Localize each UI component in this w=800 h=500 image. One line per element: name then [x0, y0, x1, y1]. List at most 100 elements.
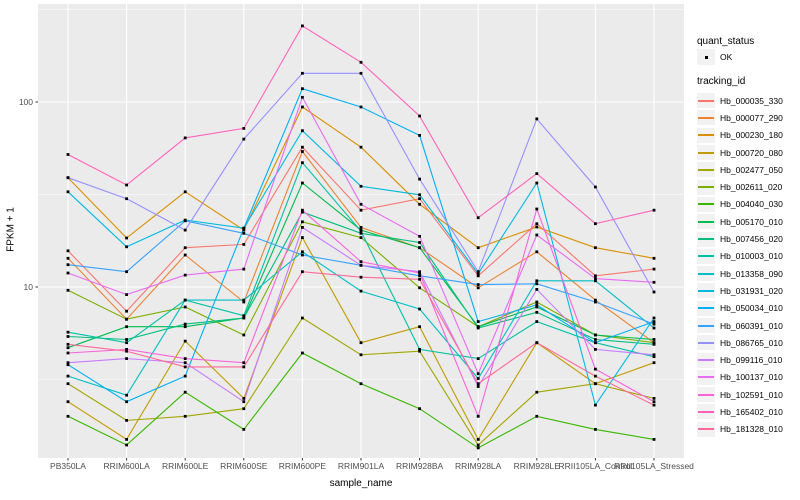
legend-item-Hb_100137_010: Hb_100137_010: [697, 369, 783, 386]
x-tick-label: PB350LA: [50, 461, 86, 471]
data-point: [183, 305, 187, 309]
data-point: [125, 236, 128, 240]
legend-item-label: Hb_013358_090: [720, 268, 783, 279]
data-point: [476, 286, 480, 290]
legend-item-Hb_005170_010: Hb_005170_010: [697, 213, 783, 230]
series-color-swatch: [698, 168, 714, 171]
data-point: [359, 353, 363, 357]
data-point: [66, 374, 70, 378]
legend-item-Hb_000230_180: Hb_000230_180: [697, 127, 783, 144]
data-point: [652, 342, 656, 346]
data-point: [183, 322, 187, 326]
data-point: [183, 190, 187, 194]
data-point: [301, 87, 304, 91]
data-point: [125, 341, 128, 345]
data-point: [652, 353, 656, 357]
legend-key-box: [697, 93, 715, 109]
data-point: [242, 397, 246, 400]
y-tick-label: 100: [19, 97, 33, 107]
legend-key-box: [697, 387, 715, 403]
data-point: [301, 210, 304, 214]
data-point: [535, 117, 539, 121]
data-point: [359, 60, 363, 64]
data-point: [66, 288, 70, 292]
data-point: [359, 145, 363, 149]
data-point: [359, 260, 363, 264]
data-point: [476, 246, 480, 250]
data-point: [66, 153, 70, 156]
series-color-swatch: [698, 272, 714, 275]
legend-item-Hb_000035_330: Hb_000035_330: [697, 92, 783, 109]
data-point: [301, 220, 304, 224]
data-point: [125, 419, 128, 422]
data-point: [66, 361, 70, 365]
data-point: [476, 326, 480, 330]
data-point: [125, 348, 128, 351]
data-point: [652, 403, 656, 407]
data-point: [594, 382, 597, 386]
data-point: [535, 414, 539, 418]
series-color-swatch: [698, 238, 714, 241]
data-point: [125, 325, 128, 329]
y-axis-title: FPKM + 1: [5, 207, 17, 252]
legend-title-tracking-id: tracking_id: [697, 76, 746, 87]
data-point: [418, 197, 421, 201]
legend-item-label: Hb_002477_050: [720, 164, 783, 175]
data-point: [359, 236, 363, 239]
data-point: [652, 361, 656, 365]
series-color-swatch: [698, 376, 714, 379]
data-point: [594, 298, 597, 302]
legend-item-label: Hb_102591_010: [720, 389, 783, 400]
series-color-swatch: [698, 428, 714, 431]
data-point: [594, 300, 597, 304]
x-tick-label: RRIM600PE: [279, 461, 327, 471]
data-point: [476, 377, 480, 380]
data-point: [476, 272, 480, 276]
data-point: [125, 357, 128, 360]
data-point: [476, 357, 480, 360]
data-point: [652, 267, 656, 271]
legend-key-box: [697, 214, 715, 230]
data-point: [242, 316, 246, 320]
data-point: [535, 341, 539, 345]
data-point: [183, 339, 187, 343]
data-point: [594, 246, 597, 250]
legend-item-label: Hb_010003_010: [720, 251, 783, 262]
data-point: [66, 342, 70, 346]
legend-item-label: Hb_002611_020: [720, 182, 783, 193]
data-point: [594, 374, 597, 378]
data-point: [301, 226, 304, 229]
data-point: [359, 289, 363, 293]
data-point: [183, 414, 187, 418]
legend-key-box: [697, 196, 715, 212]
data-point: [125, 400, 128, 404]
data-point: [125, 293, 128, 296]
data-point: [476, 438, 480, 441]
data-point: [418, 193, 421, 197]
data-point: [476, 443, 480, 447]
data-point: [535, 279, 539, 283]
data-point: [652, 322, 656, 326]
legend-item-Hb_050034_010: Hb_050034_010: [697, 300, 783, 317]
data-point: [66, 363, 70, 367]
data-point: [125, 393, 128, 397]
data-point: [66, 249, 70, 253]
legend-item-ok: OK: [697, 49, 732, 65]
data-point: [418, 348, 421, 351]
data-point: [242, 314, 246, 318]
data-point: [301, 250, 304, 254]
legend-key-box: [697, 145, 715, 161]
legend-item-label: Hb_005170_010: [720, 216, 783, 227]
legend-item-label: Hb_007456_020: [720, 234, 783, 245]
data-point: [183, 228, 187, 232]
y-tick-label: 10: [24, 282, 34, 292]
data-point: [359, 382, 363, 386]
legend-item-label: Hb_181328_010: [720, 424, 783, 435]
series-color-swatch: [698, 151, 714, 154]
data-point: [125, 183, 128, 187]
data-point: [359, 184, 363, 188]
data-point: [535, 207, 539, 211]
data-point: [359, 71, 363, 75]
data-point: [301, 316, 304, 320]
data-point: [535, 222, 539, 226]
